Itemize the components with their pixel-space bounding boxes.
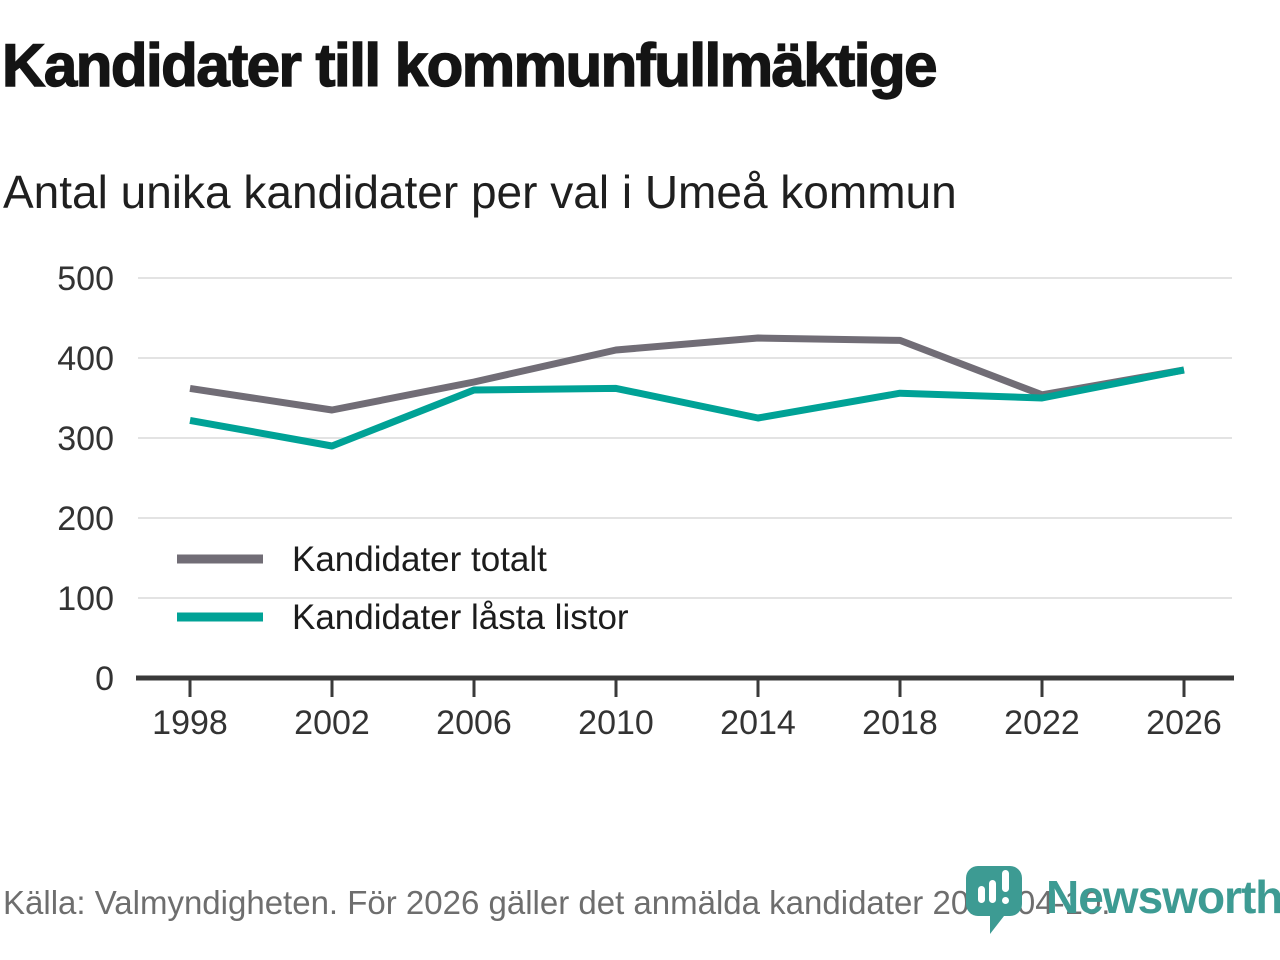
newsworthy-wordmark: Newsworthy [1046, 871, 1280, 923]
x-tick-label: 2022 [1004, 704, 1080, 742]
legend-label-kandidater-totalt: Kandidater totalt [292, 540, 547, 579]
chart-title: Kandidater till kommunfullmäktige [1, 32, 938, 99]
series-line-kandidater-totalt [189, 334, 1185, 414]
x-tick-label: 2014 [720, 704, 796, 742]
y-tick-label: 100 [57, 580, 114, 618]
series-line-kandidater-l-sta-listor [189, 366, 1185, 450]
y-tick-label: 300 [57, 420, 114, 458]
chart-subtitle: Antal unika kandidater per val i Umeå ko… [3, 166, 957, 218]
legend-label-kandidater-l-sta-listor: Kandidater låsta listor [292, 598, 629, 637]
exclamation-dot [1002, 897, 1009, 904]
newsworthy-logo: Newsworthy [966, 860, 1280, 940]
y-tick-label: 400 [57, 340, 114, 378]
x-tick-label: 2026 [1146, 704, 1222, 742]
bar-chart-bar2 [989, 880, 996, 903]
x-tick-label: 2006 [436, 704, 512, 742]
y-tick-label: 200 [57, 500, 114, 538]
y-tick-label: 500 [57, 260, 114, 298]
newsworthy-pin-icon [966, 866, 1022, 934]
x-tick-label: 1998 [152, 704, 228, 742]
source-note: Källa: Valmyndigheten. För 2026 gäller d… [3, 884, 1111, 921]
x-tick-label: 2018 [862, 704, 938, 742]
x-tick-label: 2010 [578, 704, 654, 742]
bar-chart-bar1 [978, 886, 985, 903]
exclamation-bar [1002, 870, 1009, 892]
x-tick-label: 2002 [294, 704, 370, 742]
y-tick-label: 0 [95, 660, 114, 698]
